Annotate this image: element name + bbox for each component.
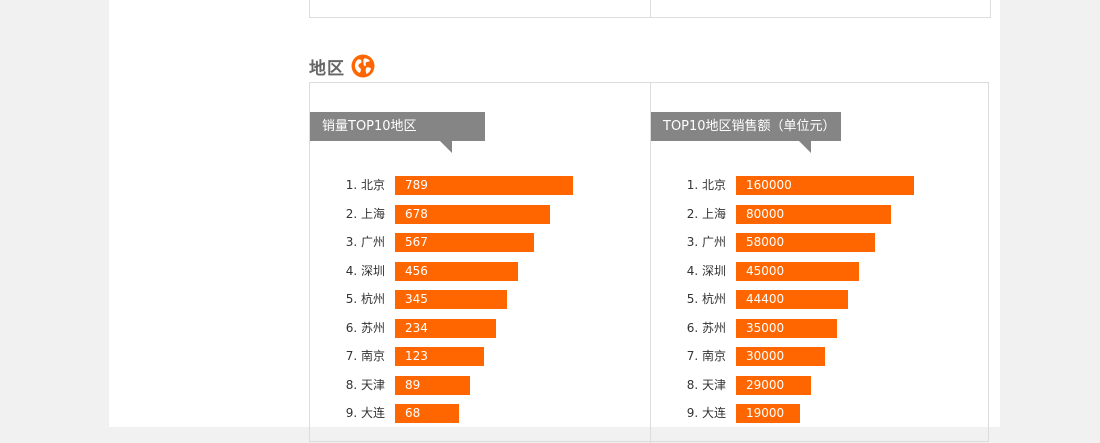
previous-section-box (309, 0, 991, 18)
bar-row: 1. 北京 160000 (651, 176, 991, 195)
category-label: 5. 杭州 (686, 292, 726, 306)
bar-value-label: 58000 (746, 235, 785, 249)
category-label: 3. 广州 (686, 235, 726, 249)
category-label: 3. 广州 (345, 235, 385, 249)
bar (736, 261, 859, 281)
category-label: 6. 苏州 (686, 320, 726, 335)
bar-row: 3. 广州 567 (310, 233, 650, 252)
bar-row: 8. 天津 89 (310, 375, 650, 395)
category-label: 4. 深圳 (345, 263, 385, 278)
bar (395, 176, 573, 195)
category-label: 9. 大连 (345, 406, 385, 420)
sales-volume-panel: 销量TOP10地区 1. 北京 789 2. 上海 678 3. 广州 567 4. 深圳 4… (310, 83, 650, 443)
chart-title: 销量TOP10地区 (322, 119, 417, 134)
category-label: 4. 深圳 (686, 263, 726, 278)
category-label: 8. 天津 (345, 377, 385, 392)
bar-value-label: 789 (405, 178, 428, 192)
region-section-header: 地区 (309, 53, 375, 79)
bar-value-label: 345 (405, 292, 428, 306)
bar-row: 8. 天津 29000 (651, 375, 991, 395)
category-label: 8. 天津 (686, 377, 726, 392)
bar-row: 6. 苏州 234 (310, 318, 650, 338)
bar-value-label: 35000 (746, 320, 785, 335)
bar-row: 1. 北京 789 (310, 176, 650, 195)
category-label: 9. 大连 (686, 406, 726, 420)
tag-pointer (799, 141, 811, 153)
globe-icon (351, 54, 375, 78)
bar (395, 261, 518, 281)
bar (395, 290, 507, 309)
bar-value-label: 456 (405, 263, 428, 278)
bar-value-label: 234 (405, 320, 428, 335)
chart-title-tag: 销量TOP10地区 (310, 112, 485, 153)
category-label: 5. 杭州 (345, 292, 385, 306)
category-label: 1. 北京 (345, 178, 385, 192)
bar-value-label: 160000 (746, 178, 792, 192)
category-label: 7. 南京 (345, 349, 385, 363)
bar-value-label: 89 (405, 377, 421, 392)
bar-value-label: 678 (405, 206, 428, 221)
bar-value-label: 29000 (746, 377, 785, 392)
bar (395, 233, 534, 252)
bar (395, 318, 496, 338)
bar (736, 404, 800, 423)
category-label: 1. 北京 (686, 178, 726, 192)
bar-row: 5. 杭州 345 (310, 290, 650, 309)
bar-value-label: 19000 (746, 406, 785, 420)
region-chart-divider (650, 83, 651, 443)
bar (395, 347, 484, 366)
category-label: 2. 上海 (345, 206, 385, 221)
bar-row: 5. 杭州 44400 (651, 290, 991, 309)
bar (736, 375, 811, 395)
category-label: 6. 苏州 (345, 320, 385, 335)
chart-title-tag: TOP10地区销售额（单位元） (651, 112, 841, 153)
bar (736, 318, 837, 338)
bar-value-label: 45000 (746, 263, 785, 278)
bar-row: 9. 大连 19000 (651, 404, 991, 423)
bar-value-label: 44400 (746, 292, 785, 306)
bar-value-label: 80000 (746, 206, 785, 221)
page: 地区 销量TOP10地区 1. 北京 789 2. 上海 678 3. 广州 567 4. … (109, 0, 1000, 443)
category-label: 2. 上海 (686, 206, 726, 221)
bar (736, 204, 891, 224)
bar-row: 4. 深圳 45000 (651, 261, 991, 281)
bar (395, 375, 470, 395)
bar (395, 404, 459, 423)
bar-row: 4. 深圳 456 (310, 261, 650, 281)
bar-value-label: 30000 (746, 349, 785, 363)
bar (736, 176, 914, 195)
bar-row: 3. 广州 58000 (651, 233, 991, 252)
bar-row: 2. 上海 678 (310, 204, 650, 224)
bar (736, 290, 848, 309)
bar-row: 7. 南京 123 (310, 347, 650, 366)
bar-row: 2. 上海 80000 (651, 204, 991, 224)
bar-row: 6. 苏州 35000 (651, 318, 991, 338)
chart-title: TOP10地区销售额（单位元） (663, 119, 836, 134)
bar-row: 9. 大连 68 (310, 404, 650, 423)
tag-pointer (440, 141, 452, 153)
bar-value-label: 123 (405, 349, 428, 363)
bar-value-label: 68 (405, 406, 421, 420)
bar (395, 204, 550, 224)
category-label: 7. 南京 (686, 349, 726, 363)
bar (736, 347, 825, 366)
section-title: 地区 (309, 58, 345, 79)
sales-amount-panel: TOP10地区销售额（单位元） 1. 北京 160000 2. 上海 80000 3. … (651, 83, 991, 443)
previous-section-divider (650, 0, 651, 17)
bar-row: 7. 南京 30000 (651, 347, 991, 366)
bar-value-label: 567 (405, 235, 428, 249)
region-chart-box: 销量TOP10地区 1. 北京 789 2. 上海 678 3. 广州 567 4. 深圳 4… (309, 82, 991, 443)
bar (736, 233, 875, 252)
